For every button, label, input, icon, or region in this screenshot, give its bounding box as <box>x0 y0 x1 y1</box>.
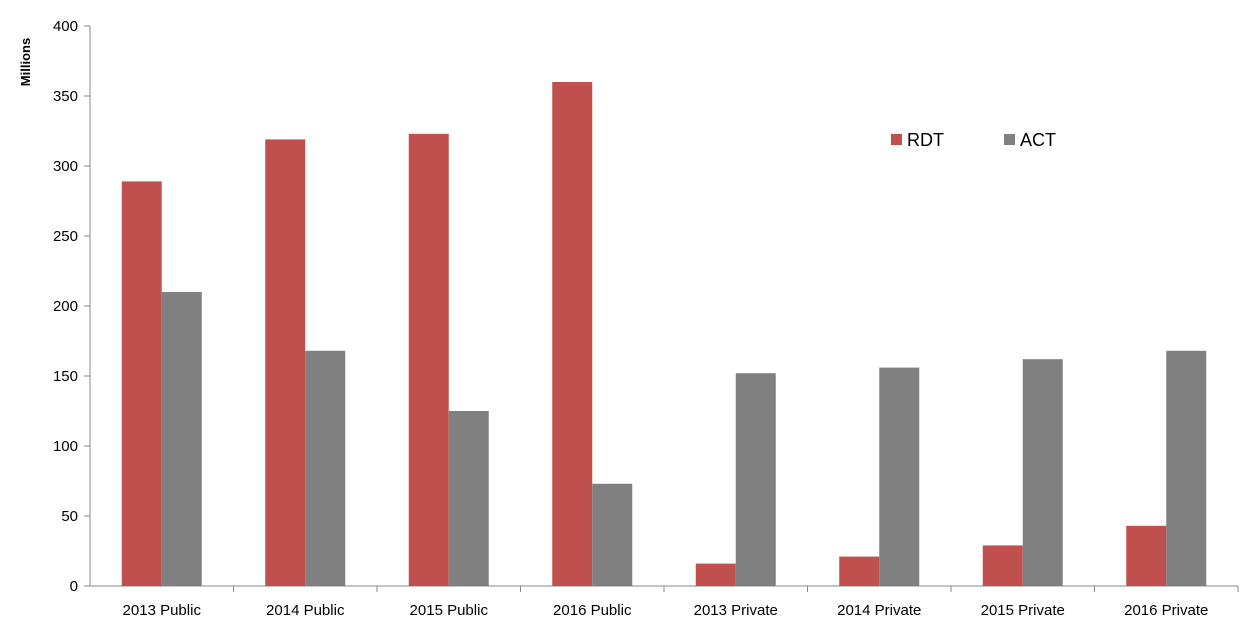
bar-act-2016-private <box>1166 350 1207 586</box>
y-tick-label: 350 <box>53 88 78 105</box>
y-tick-label: 100 <box>53 438 78 455</box>
y-tick-label: 0 <box>70 578 78 595</box>
bar-rdt-2013-private <box>695 563 736 586</box>
bar-act-2014-private <box>879 367 920 586</box>
bar-act-2013-private <box>735 373 776 586</box>
y-tick-label: 200 <box>53 298 78 315</box>
bar-act-2013-public <box>161 292 202 586</box>
legend-label-act: ACT <box>1020 130 1056 150</box>
x-tick-label: 2014 Private <box>837 602 921 619</box>
bar-rdt-2014-public <box>265 139 306 586</box>
bar-rdt-2015-public <box>408 133 449 587</box>
bar-rdt-2015-private <box>982 545 1023 586</box>
x-tick-label: 2015 Public <box>410 602 489 619</box>
bar-act-2015-private <box>1022 359 1063 586</box>
x-axis: 2013 Public 2014 Public 2015 Public 2016 Pu… <box>90 585 1239 619</box>
y-axis: 0 50 100 150 200 250 300 350 400 <box>53 18 91 595</box>
bar-rdt-2013-public <box>121 181 162 586</box>
x-tick-label: 2015 Private <box>981 602 1065 619</box>
x-tick-label: 2013 Private <box>694 602 778 619</box>
legend: RDT ACT <box>891 130 1056 150</box>
x-tick-label: 2016 Public <box>553 602 632 619</box>
bar-rdt-2016-public <box>552 82 593 586</box>
y-tick-label: 250 <box>53 228 78 245</box>
bar-act-2016-public <box>592 483 633 586</box>
bar-act-2014-public <box>305 350 346 586</box>
x-tick-label: 2016 Private <box>1124 602 1208 619</box>
bars <box>121 82 1207 587</box>
legend-swatch-act <box>1004 134 1015 145</box>
x-tick-label: 2013 Public <box>123 602 202 619</box>
y-tick-label: 150 <box>53 368 78 385</box>
y-axis-title: Millions <box>18 38 33 86</box>
legend-label-rdt: RDT <box>907 130 944 150</box>
y-tick-label: 50 <box>61 508 78 525</box>
y-tick-label: 400 <box>53 18 78 35</box>
legend-swatch-rdt <box>891 134 902 145</box>
y-tick-label: 300 <box>53 158 78 175</box>
x-tick-label: 2014 Public <box>266 602 345 619</box>
bar-rdt-2014-private <box>839 556 880 586</box>
bar-act-2015-public <box>448 411 489 586</box>
bar-rdt-2016-private <box>1126 525 1167 586</box>
